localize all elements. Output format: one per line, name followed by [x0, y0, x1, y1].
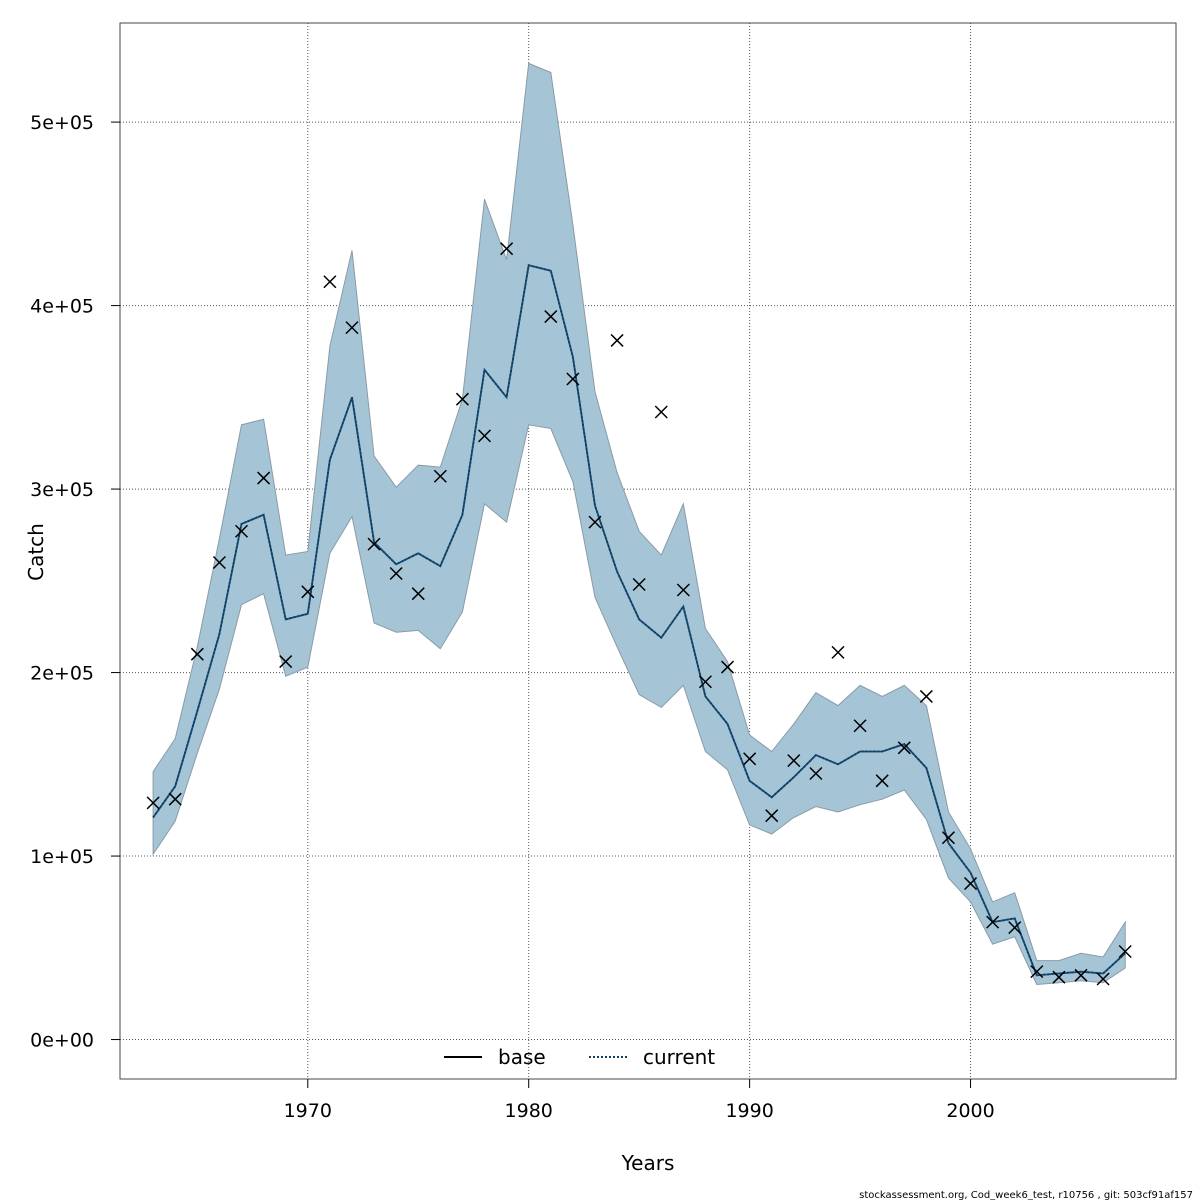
x-tick-label: 1990 — [725, 1100, 773, 1122]
observed-point — [676, 583, 690, 597]
observed-point — [477, 429, 492, 443]
observed-point — [986, 915, 1000, 929]
observed-point — [919, 689, 933, 703]
confidence-band — [152, 62, 1126, 986]
observed-point — [301, 585, 315, 599]
plot-frame — [119, 22, 1177, 1080]
observed-point — [588, 515, 602, 529]
observed-point — [323, 275, 337, 289]
observed-point — [455, 392, 469, 406]
observed-point — [698, 675, 712, 689]
estimate-lines — [152, 264, 1126, 977]
observed-point — [190, 647, 204, 661]
observed-point — [941, 831, 955, 845]
confidence-band-area — [152, 62, 1126, 986]
observed-point — [544, 310, 558, 324]
observed-point — [1030, 965, 1044, 979]
legend-label-base: base — [498, 1045, 546, 1069]
observed-point — [875, 774, 889, 788]
x-tick-label: 1970 — [284, 1100, 332, 1122]
footer-credit: stockassessment.org, Cod_week6_test, r10… — [859, 1190, 1193, 1200]
x-tick-label: 2000 — [946, 1100, 994, 1122]
observed-point — [212, 555, 226, 569]
observed-point — [367, 537, 381, 551]
observed-point — [146, 796, 160, 810]
observed-point — [500, 242, 514, 256]
observed-point — [964, 877, 978, 891]
y-tick-label: 4e+05 — [30, 296, 94, 318]
observed-point — [411, 587, 425, 601]
x-tick-label: 1980 — [505, 1100, 553, 1122]
observed-point — [1052, 970, 1066, 984]
observed-point — [168, 792, 182, 806]
observed-point — [897, 741, 911, 755]
y-axis-title: Catch — [24, 523, 48, 581]
observed-point — [345, 321, 359, 335]
observed-point — [853, 719, 867, 733]
y-tick-label: 3e+05 — [30, 479, 94, 501]
legend-label-current: current — [643, 1045, 715, 1069]
observed-point — [279, 655, 293, 669]
observed-point — [632, 577, 646, 592]
observed-point — [610, 333, 624, 347]
y-tick-label: 0e+00 — [30, 1030, 94, 1052]
axes: 1970 1980 1990 2000 0e+00 1e+05 2e+05 3e+05 4e+0… — [30, 112, 995, 1122]
observed-point — [1118, 944, 1132, 959]
observed-point — [1074, 968, 1088, 982]
legend: base current — [444, 1045, 715, 1069]
observed-point — [433, 469, 447, 483]
series-line-current — [152, 264, 1126, 977]
observed-point — [721, 660, 735, 674]
observed-point — [234, 524, 249, 538]
observed-point — [765, 809, 779, 823]
observed-point — [566, 372, 580, 386]
observed-point — [1096, 972, 1110, 986]
observed-point — [809, 766, 823, 781]
observed-point — [787, 754, 801, 768]
observed-point — [654, 405, 668, 419]
observed-point — [1008, 921, 1022, 935]
x-axis-title: Years — [621, 1151, 675, 1175]
observed-markers — [146, 242, 1132, 986]
observed-point — [743, 752, 757, 766]
y-tick-label: 5e+05 — [30, 112, 94, 134]
observed-point — [257, 471, 271, 485]
observed-point — [389, 566, 403, 581]
observed-point — [831, 645, 845, 659]
y-tick-label: 1e+05 — [30, 846, 94, 868]
y-tick-label: 2e+05 — [30, 663, 94, 685]
